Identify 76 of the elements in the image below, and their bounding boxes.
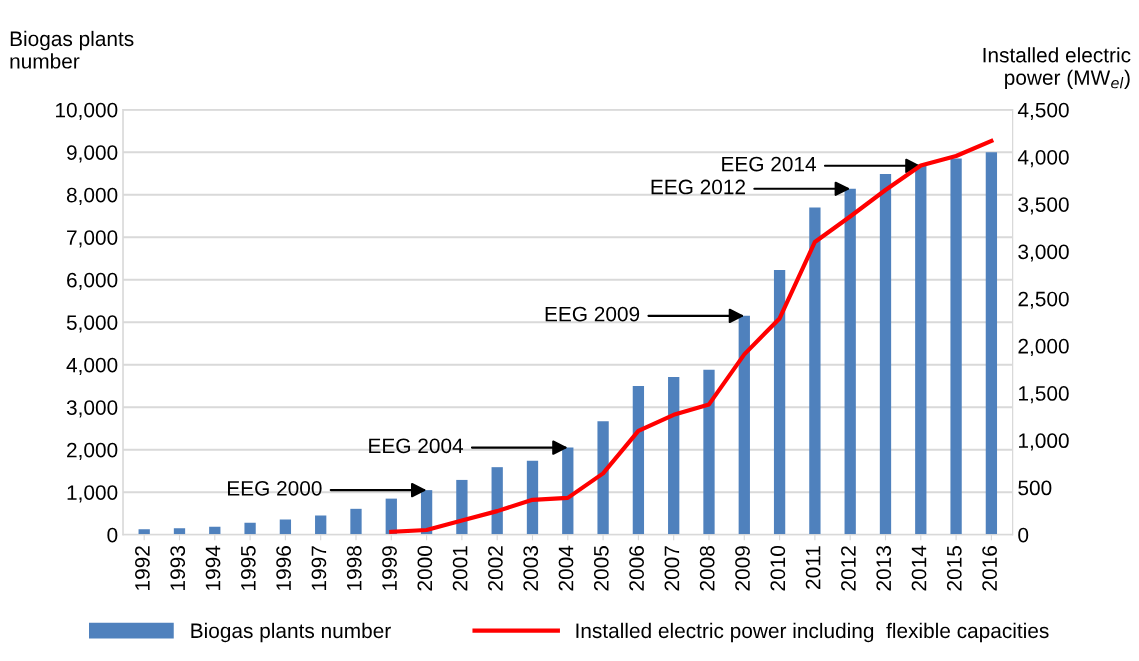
- y-tick-label: 3,000: [66, 400, 118, 418]
- x-tick-label: 2001: [452, 546, 468, 591]
- x-tick-label: 1997: [311, 546, 327, 590]
- y-tick-label: 5,000: [66, 315, 118, 333]
- x-tick-label: 1996: [276, 546, 291, 590]
- x-tick-label: 2009: [735, 546, 750, 591]
- annotation: EEG 2004: [369, 438, 464, 454]
- bar: [985, 152, 998, 535]
- x-tick-label: 2006: [629, 546, 644, 591]
- bar: [809, 207, 821, 535]
- y-tick-label: 2,000: [67, 442, 118, 460]
- bar: [173, 528, 186, 535]
- bar: [668, 377, 680, 535]
- x-tick-label: 2003: [523, 546, 539, 591]
- annotation: EEG 2012: [651, 179, 745, 195]
- y-axis-title: Biogas plants number: [10, 30, 134, 69]
- y-tick-label: 4,000: [66, 357, 118, 375]
- x-tick-label: 2012: [841, 546, 856, 591]
- bar: [456, 479, 468, 535]
- y2-tick-label: 3,500: [1018, 197, 1069, 215]
- y2-tick-label: 4,500: [1017, 102, 1069, 120]
- bar: [844, 188, 856, 535]
- x-tick-label: 2004: [558, 545, 574, 591]
- y2-tick-label: 2,000: [1018, 338, 1069, 357]
- bar: [315, 515, 327, 535]
- y-tick-label: 7,000: [67, 230, 118, 248]
- x-tick-label: 2007: [664, 546, 680, 591]
- annotation: EEG 2000: [228, 480, 322, 496]
- x-tick-label: 2016: [982, 546, 997, 591]
- annotation: EEG 2009: [545, 306, 640, 322]
- y2-axis-title: Installed electric power (MW$_{el}$): [983, 47, 1131, 90]
- y-tick-label: 0: [107, 527, 118, 543]
- y2-tick-label: 1,500: [1019, 386, 1069, 404]
- legend-label: Installed electric power including flexible capacities: [576, 622, 1049, 643]
- bar: [879, 173, 892, 535]
- x-tick-label: 1993: [170, 546, 186, 590]
- bar: [279, 519, 292, 535]
- bar: [597, 421, 609, 535]
- bar: [773, 269, 786, 535]
- bar: [526, 460, 539, 535]
- bar: [350, 508, 362, 535]
- x-tick-label: 1999: [382, 546, 397, 590]
- bar: [950, 158, 962, 535]
- bar: [915, 165, 927, 535]
- bar: [703, 369, 715, 535]
- y2-tick-label: 3,000: [1018, 244, 1069, 262]
- legend-label: Biogas plants number: [191, 622, 391, 643]
- y-tick-label: 8,000: [66, 187, 118, 205]
- bar: [632, 385, 645, 535]
- y-tick-label: 9,000: [67, 145, 118, 163]
- y2-tick-label: 2,500: [1018, 291, 1069, 309]
- x-tick-label: 1992: [135, 546, 150, 590]
- y2-tick-label: 1,000: [1019, 433, 1069, 451]
- x-tick-label: 2015: [946, 546, 962, 591]
- x-tick-label: 1995: [240, 546, 256, 590]
- y2-tick-label: 0: [1018, 527, 1029, 543]
- x-tick-label: 1994: [205, 545, 221, 590]
- x-tick-label: 2005: [593, 546, 609, 591]
- annotation: EEG 2014: [722, 156, 817, 172]
- x-tick-label: 2011: [805, 546, 821, 589]
- x-tick-label: 2013: [876, 546, 892, 591]
- x-tick-label: 2010: [770, 545, 786, 591]
- x-tick-label: 2014: [911, 545, 927, 591]
- y2-tick-label: 500: [1018, 480, 1052, 496]
- bar: [244, 522, 256, 535]
- bar: [738, 315, 750, 535]
- bar: [491, 467, 503, 535]
- x-tick-label: 2008: [699, 546, 715, 591]
- x-tick-label: 1998: [346, 546, 362, 590]
- bar: [562, 447, 574, 535]
- y-tick-label: 6,000: [67, 272, 118, 290]
- x-tick-label: 2000: [417, 545, 433, 591]
- y2-tick-label: 4,000: [1017, 149, 1069, 168]
- x-tick-label: 2002: [488, 546, 503, 591]
- y-tick-label: 10,000: [56, 102, 118, 120]
- y-tick-label: 1,000: [67, 485, 118, 503]
